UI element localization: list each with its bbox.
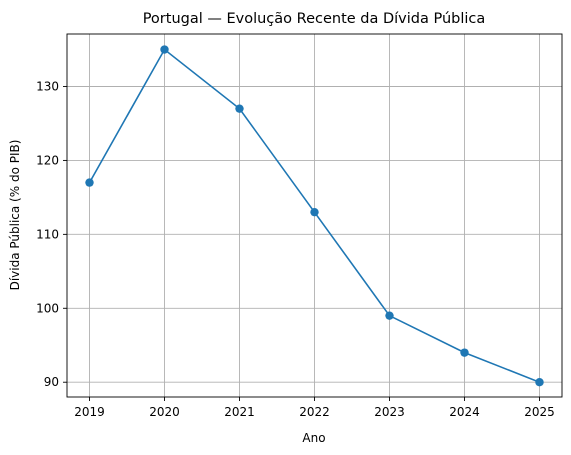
data-point [385, 311, 394, 320]
grid [67, 34, 562, 397]
data-point [235, 104, 244, 113]
y-tick-label: 110 [36, 227, 59, 241]
x-tick-label: 2025 [524, 405, 555, 419]
y-tick-label: 100 [36, 301, 59, 315]
x-tick-label: 2021 [224, 405, 255, 419]
series-group [85, 45, 544, 387]
y-tick-label: 120 [36, 153, 59, 167]
y-axis: 90 100 110 120 130 [36, 79, 67, 389]
y-tick-label: 130 [36, 79, 59, 93]
y-axis-label: Dívida Pública (% do PIB) [8, 140, 22, 291]
y-tick-label: 90 [44, 375, 59, 389]
chart-title: Portugal — Evolução Recente da Dívida Pú… [143, 11, 486, 27]
data-point [535, 378, 544, 387]
x-tick-label: 2020 [149, 405, 180, 419]
x-tick-label: 2019 [74, 405, 105, 419]
x-tick-label: 2022 [299, 405, 330, 419]
data-point [85, 178, 94, 187]
x-tick-label: 2023 [374, 405, 405, 419]
data-point [310, 207, 319, 217]
x-axis: 2019 2020 2021 2022 2023 2024 2025 [74, 397, 555, 419]
data-point [160, 45, 169, 54]
x-axis-label: Ano [302, 431, 325, 445]
data-point [460, 348, 469, 357]
x-tick-label: 2024 [449, 405, 480, 419]
